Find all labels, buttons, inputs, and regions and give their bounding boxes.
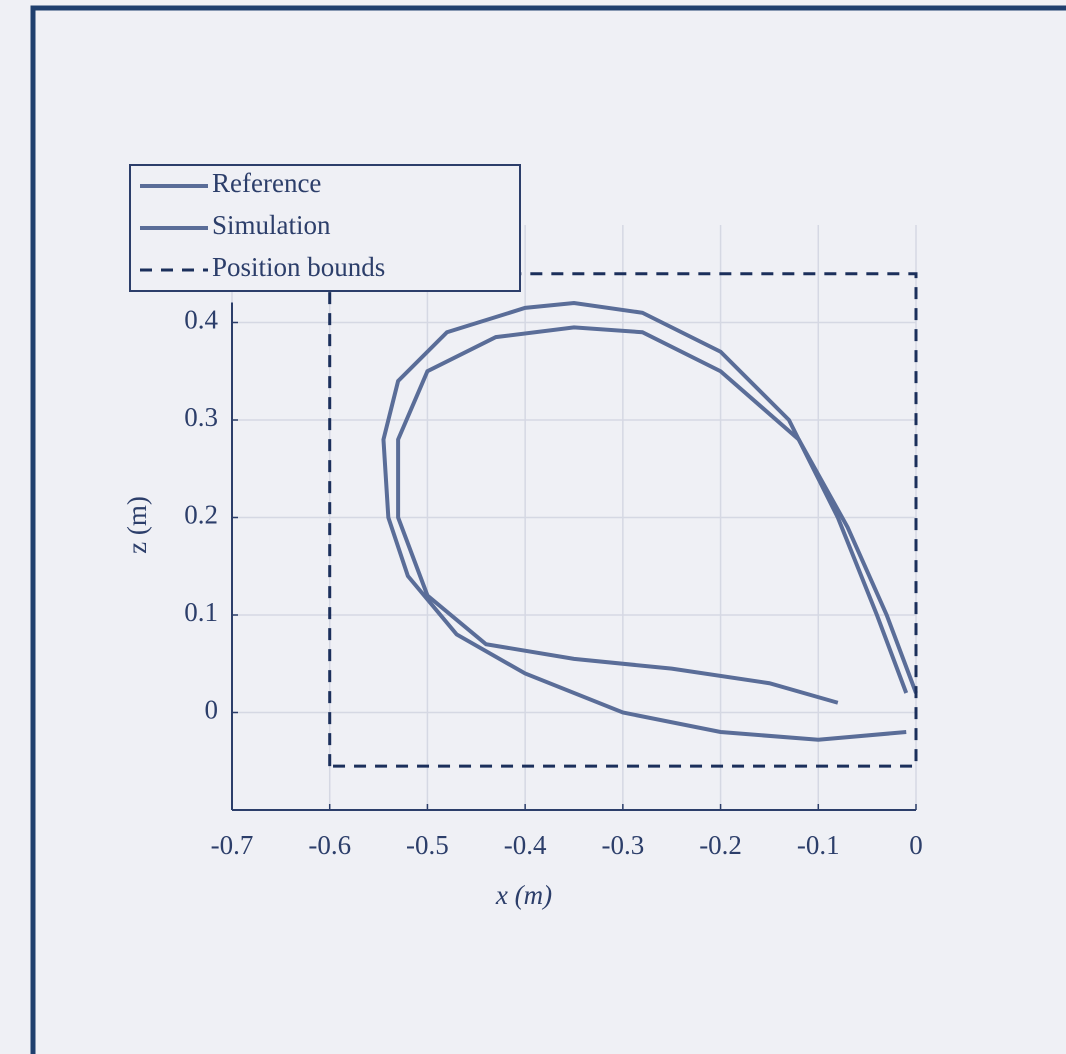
legend-label: Simulation bbox=[212, 210, 331, 240]
y-tick-label: 0.3 bbox=[184, 402, 218, 432]
legend-label: Reference bbox=[212, 168, 321, 198]
y-tick-label: 0.4 bbox=[184, 305, 218, 335]
y-axis-label: z (m) bbox=[122, 496, 152, 554]
y-tick-label: 0.1 bbox=[184, 597, 218, 627]
page: {"chart_data": { "type": "line", "x_labe… bbox=[0, 0, 1066, 1054]
x-tick-label: 0 bbox=[909, 830, 923, 860]
x-tick-label: -0.4 bbox=[504, 830, 547, 860]
x-tick-label: -0.7 bbox=[211, 830, 254, 860]
x-tick-label: -0.6 bbox=[308, 830, 351, 860]
y-tick-label: 0.2 bbox=[184, 500, 218, 530]
x-axis-label: x (m) bbox=[495, 880, 552, 910]
y-tick-label: 0 bbox=[205, 695, 219, 725]
x-tick-label: -0.3 bbox=[601, 830, 644, 860]
chart: x (m) z (m) -0.7 -0.6 -0.5 -0.4 -0.3 -0.2 -0.1… bbox=[0, 0, 1066, 1054]
x-tick-label: -0.2 bbox=[699, 830, 742, 860]
legend-label: Position bounds bbox=[212, 252, 385, 282]
x-tick-label: -0.5 bbox=[406, 830, 449, 860]
x-tick-label: -0.1 bbox=[797, 830, 840, 860]
